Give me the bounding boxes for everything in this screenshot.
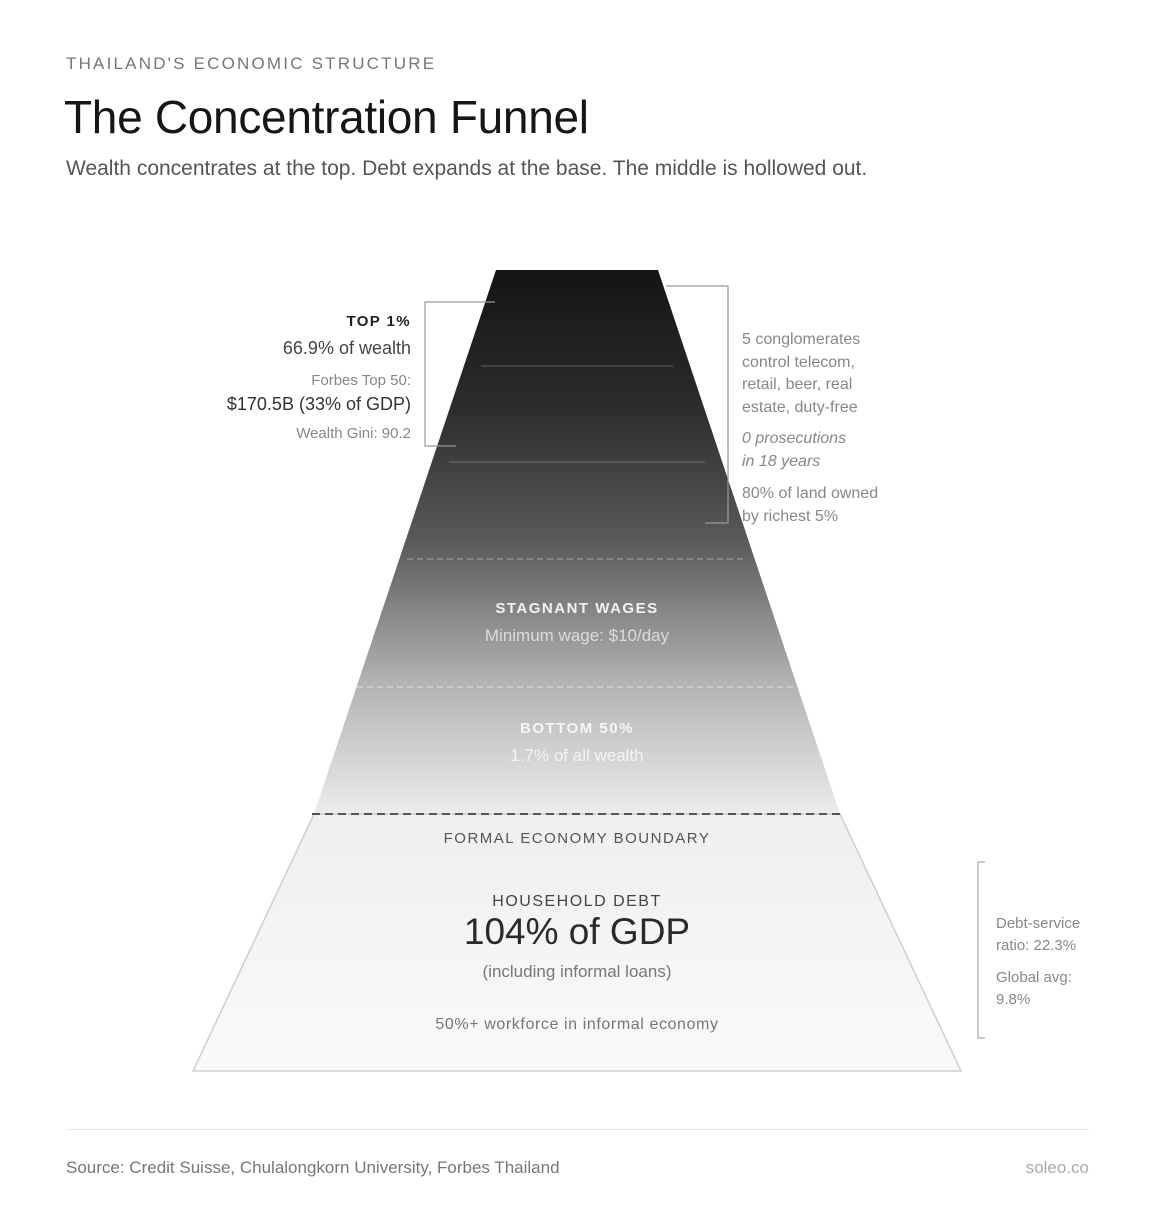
debt-right-bracket bbox=[977, 861, 985, 1039]
forbes-label: Forbes Top 50: bbox=[311, 372, 411, 389]
debt-service-ratio: Debt-service ratio: 22.3% bbox=[996, 915, 1081, 954]
brand-link[interactable]: soleo.co bbox=[1025, 1158, 1089, 1177]
top-wealth-share: 66.9% of wealth bbox=[282, 338, 411, 358]
informal-workforce-note: 50%+ workforce in informal economy bbox=[435, 1016, 719, 1033]
top-left-bracket bbox=[424, 301, 495, 447]
funnel-upper-section bbox=[314, 270, 840, 814]
prosecutions-note: 0 prosecutions in 18 years bbox=[742, 430, 847, 470]
conglomerates-note: 5 conglomerates control telecom, retail,… bbox=[742, 331, 861, 416]
formal-economy-boundary-label: FORMAL ECONOMY BOUNDARY bbox=[443, 830, 711, 847]
source-note: Source: Credit Suisse, Chulalongkorn Uni… bbox=[66, 1158, 560, 1177]
footer-divider bbox=[66, 1129, 1089, 1130]
wealth-gini: Wealth Gini: 90.2 bbox=[296, 425, 411, 442]
bottom-fifty-percent-label: BOTTOM 50% bbox=[520, 720, 634, 737]
top-one-percent-label: TOP 1% bbox=[346, 313, 411, 330]
household-debt-value: 104% of GDP bbox=[463, 911, 691, 952]
forbes-value: $170.5B (33% of GDP) bbox=[226, 394, 411, 414]
eyebrow: THAILAND'S ECONOMIC STRUCTURE bbox=[66, 54, 437, 73]
page-subtitle: Wealth concentrates at the top. Debt exp… bbox=[66, 157, 868, 180]
stagnant-wages-label: STAGNANT WAGES bbox=[495, 600, 659, 617]
household-debt-label: HOUSEHOLD DEBT bbox=[492, 893, 662, 910]
bottom-wealth-share: 1.7% of all wealth bbox=[510, 746, 644, 765]
page-title: The Concentration Funnel bbox=[64, 91, 589, 143]
top-right-bracket bbox=[666, 285, 729, 524]
household-debt-note: (including informal loans) bbox=[482, 962, 672, 981]
global-average: Global avg: 9.8% bbox=[996, 969, 1072, 1008]
land-ownership-note: 80% of land owned by richest 5% bbox=[742, 485, 879, 525]
minimum-wage: Minimum wage: $10/day bbox=[484, 626, 670, 645]
